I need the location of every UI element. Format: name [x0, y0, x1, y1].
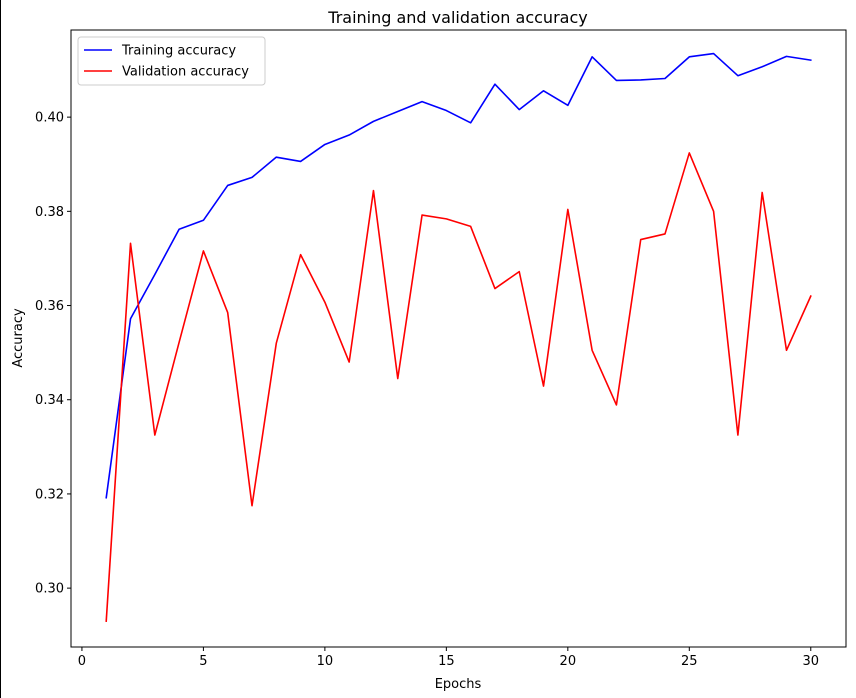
y-tick-label: 0.38	[35, 205, 64, 220]
y-tick-label: 0.34	[35, 393, 64, 408]
plot-frame	[70, 29, 847, 648]
series-line-training	[105, 52, 812, 499]
legend-label-validation: Validation accuracy	[122, 65, 249, 80]
y-tick-label: 0.30	[35, 582, 64, 597]
series-line-validation	[105, 152, 812, 622]
x-tick-label: 5	[199, 654, 207, 669]
y-tick-label: 0.36	[35, 299, 64, 314]
x-tick-label: 0	[78, 654, 86, 669]
x-tick-label: 30	[802, 654, 819, 669]
legend-box	[77, 36, 266, 86]
x-tick-label: 20	[560, 654, 577, 669]
x-tick-label: 10	[317, 654, 334, 669]
chart-title: Training and validation accuracy	[327, 8, 587, 27]
y-tick-label: 0.32	[35, 487, 64, 502]
page-edge	[0, 0, 1, 698]
legend-label-training: Training accuracy	[121, 44, 236, 59]
x-ticks: 0 5 10 15 20 25 30	[78, 647, 819, 669]
x-axis-label: Epochs	[435, 677, 482, 692]
x-tick-label: 15	[438, 654, 455, 669]
y-tick-label: 0.40	[35, 111, 64, 126]
y-axis-label: Accuracy	[11, 308, 26, 368]
x-tick-label: 25	[681, 654, 698, 669]
legend: Training accuracy Validation accuracy	[77, 36, 266, 86]
plot-lines	[105, 52, 812, 622]
y-ticks: 0.30 0.32 0.34 0.36 0.38 0.40	[35, 111, 71, 597]
